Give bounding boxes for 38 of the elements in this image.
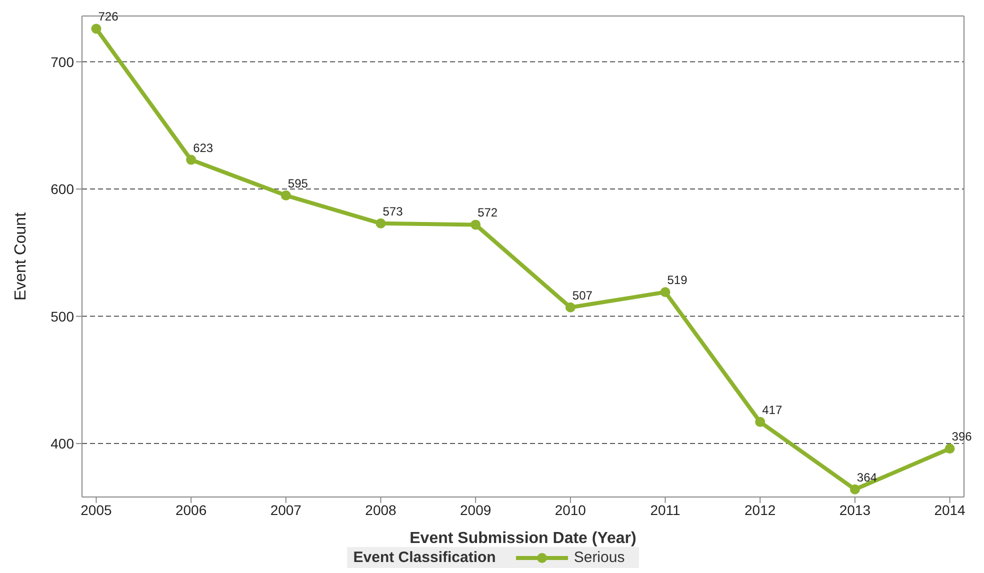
point — [91, 24, 102, 34]
y-tick-label: 600 — [50, 181, 74, 198]
point — [850, 484, 860, 494]
y-tick-label: 500 — [50, 308, 74, 324]
data-label: 507 — [572, 288, 593, 302]
data-label: 595 — [288, 176, 308, 190]
x-tick-label: 2005 — [80, 502, 112, 518]
data-label: 572 — [478, 206, 498, 220]
data-label: 364 — [856, 470, 878, 484]
data-label: 519 — [667, 273, 688, 288]
x-tick-label: 2011 — [650, 502, 681, 518]
legend-title: Event Classification — [353, 549, 496, 566]
data-label: 573 — [382, 204, 404, 218]
point — [565, 302, 576, 312]
y-tick-label: 400 — [50, 436, 74, 452]
x-tick-label: 2012 — [744, 502, 776, 518]
x-axis-title: Event Submission Date (Year) — [410, 530, 636, 547]
point — [944, 444, 955, 454]
point — [660, 287, 670, 298]
data-label: 726 — [98, 10, 119, 24]
x-tick-label: 2010 — [554, 502, 586, 518]
point — [186, 154, 196, 165]
data-label: 396 — [952, 430, 972, 444]
point — [376, 218, 386, 228]
point — [280, 190, 291, 200]
point — [755, 416, 766, 427]
x-tick-label: 2014 — [934, 502, 966, 518]
y-axis-title: Event Count — [12, 212, 30, 301]
y-tick-label: 700 — [50, 54, 74, 70]
x-tick-label: 2008 — [365, 502, 397, 518]
data-label: 417 — [762, 402, 782, 417]
x-tick-label: 2006 — [175, 502, 207, 518]
x-tick-label: 2009 — [460, 502, 492, 518]
data-label: 623 — [193, 140, 214, 155]
legend-label: Serious — [574, 549, 625, 566]
point — [470, 220, 481, 230]
x-tick-label: 2013 — [839, 502, 871, 518]
x-tick-label: 2007 — [270, 502, 302, 518]
